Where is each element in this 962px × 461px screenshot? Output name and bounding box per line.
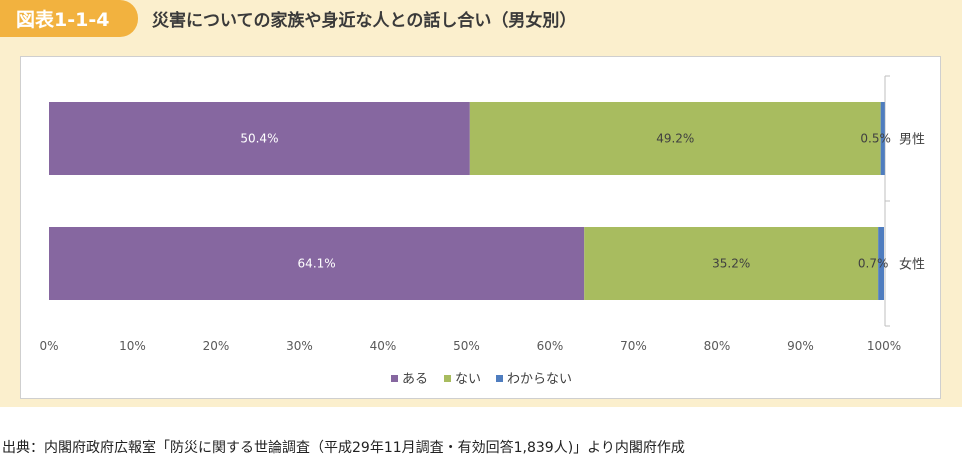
figure-number-badge: 図表1-1-4 (0, 0, 138, 37)
x-tick-label: 20% (203, 339, 230, 353)
category-label: 女性 (899, 257, 925, 273)
bar-segment (49, 227, 585, 300)
source-note: 出典：内閣府政府広報室「防災に関する世論調査（平成29年11月調査・有効回答1,… (2, 440, 685, 456)
figure-title: 災害についての家族や身近な人との話し合い（男女別） (152, 11, 577, 31)
legend-label: ある (402, 372, 428, 387)
bar-segment (878, 227, 884, 300)
data-label: 50.4% (240, 132, 278, 146)
x-tick-label: 10% (119, 339, 146, 353)
x-tick-label: 50% (453, 339, 480, 353)
x-tick-label: 80% (704, 339, 731, 353)
category-label: 男性 (899, 133, 925, 148)
data-label: 0.5% (860, 132, 891, 146)
x-tick-label: 40% (370, 339, 397, 353)
data-label: 0.7% (858, 257, 889, 271)
header-band (0, 0, 962, 37)
bar-segment (469, 102, 881, 175)
x-tick-label: 70% (620, 339, 647, 353)
bar-segment (880, 102, 885, 175)
legend-swatch (496, 375, 503, 382)
bar-segment (49, 102, 470, 175)
legend-label: ない (455, 372, 481, 387)
legend-swatch (391, 375, 398, 382)
data-label: 49.2% (656, 132, 694, 146)
legend-swatch (444, 375, 451, 382)
bar-segment (584, 227, 879, 300)
x-tick-label: 90% (787, 339, 814, 353)
data-label: 64.1% (298, 257, 336, 271)
data-label: 35.2% (712, 257, 750, 271)
x-tick-label: 0% (39, 339, 58, 353)
x-tick-label: 60% (537, 339, 564, 353)
x-tick-label: 30% (286, 339, 313, 353)
legend-label: わからない (507, 372, 572, 387)
x-tick-label: 100% (867, 339, 901, 353)
